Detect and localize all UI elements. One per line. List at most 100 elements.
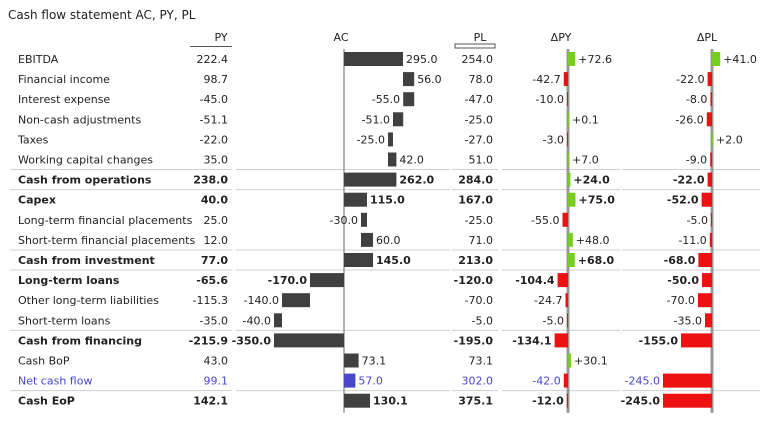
py-value-12: -115.3 [193,294,228,307]
ac-bar-1 [403,72,415,87]
dpy-bar-6 [568,172,571,187]
dpl-label-11: -50.0 [667,274,699,287]
dpl-bar-0 [712,52,721,66]
ac-label-11: -170.0 [268,274,308,287]
row-label-3: Non-cash adjustments [18,113,141,126]
pl-value-12: -70.0 [465,294,493,307]
ac-label-12: -140.0 [244,294,279,307]
row-label-7: Capex [18,194,56,207]
py-value-0: 222.4 [197,53,229,66]
pl-header-marker [454,43,496,49]
dpl-label-9: -11.0 [678,234,706,247]
py-value-9: 12.0 [204,234,229,247]
ac-label-1: 56.0 [417,73,442,86]
dpy-label-10: +68.0 [578,254,615,267]
dpy-bar-5 [568,152,569,167]
column-header-3: ΔPY [551,31,572,44]
dpy-label-17: -12.0 [532,395,564,408]
ac-bar-12 [282,293,310,308]
dpy-bar-14 [554,333,568,348]
dpy-label-14: -134.1 [512,334,551,347]
dpy-bar-4 [567,132,568,147]
row-label-8: Long-term financial placements [18,214,193,227]
pl-value-15: 73.1 [469,355,494,368]
dpy-bar-15 [568,353,572,368]
ac-label-13: -40.0 [243,314,271,327]
ac-bar-9 [361,232,373,247]
dpy-label-16: -42.0 [532,375,560,388]
ac-label-15: 73.1 [362,355,387,368]
py-value-15: 43.0 [204,355,229,368]
dpy-bar-7 [568,192,576,207]
py-value-4: -22.0 [200,133,228,146]
pl-value-10: 213.0 [458,254,493,267]
pl-value-9: 71.0 [469,234,494,247]
row-label-0: EBITDA [18,53,59,66]
dpl-label-6: -22.0 [673,174,705,187]
pl-value-6: 284.0 [458,174,493,187]
row-label-15: Cash BoP [18,355,70,368]
py-value-8: 25.0 [204,214,229,227]
dpl-bar-14 [681,333,712,348]
pl-value-17: 375.1 [458,395,493,408]
dpl-label-2: -8.0 [686,93,707,106]
dpl-bar-5 [710,152,712,167]
pl-value-5: 51.0 [469,154,494,167]
dpl-bar-9 [709,232,712,247]
ac-bar-11 [310,273,344,288]
py-value-16: 99.1 [204,375,229,388]
dpy-label-6: +24.0 [573,174,610,187]
py-value-7: 40.0 [201,194,228,207]
ac-label-2: -55.0 [372,93,400,106]
dpl-bar-1 [707,72,712,87]
ac-bar-15 [344,353,359,368]
dpl-label-12: -70.0 [667,294,695,307]
row-label-17: Cash EoP [18,395,75,408]
ac-label-6: 262.0 [399,174,434,187]
ac-bar-13 [274,313,282,328]
dpy-bar-8 [562,212,568,227]
dpl-label-5: -9.0 [686,154,707,167]
dpl-bar-3 [706,112,712,127]
dpl-label-3: -26.0 [675,113,703,126]
py-value-14: -215.9 [189,334,228,347]
ac-bar-14 [274,333,344,348]
ac-label-5: 42.0 [399,154,424,167]
pl-value-11: -120.0 [454,274,494,287]
ac-bar-16 [344,373,356,388]
row-label-14: Cash from financing [18,334,142,347]
py-value-11: -65.6 [196,274,228,287]
ac-label-4: -25.0 [357,133,385,146]
row-label-13: Short-term loans [18,314,111,327]
ac-bar-8 [361,212,367,227]
dpl-label-14: -155.0 [639,334,679,347]
dpy-label-13: -5.0 [543,314,564,327]
row-label-6: Cash from operations [18,174,152,187]
dpy-bar-2 [567,92,568,107]
dpl-label-0: +41.0 [723,53,757,66]
dpl-bar-10 [698,253,712,267]
dpl-bar-16 [663,373,712,388]
dpy-label-0: +72.6 [578,53,612,66]
row-label-1: Financial income [18,73,110,86]
dpy-label-7: +75.0 [579,194,616,207]
py-value-13: -35.0 [200,314,228,327]
pl-value-8: -25.0 [465,214,493,227]
py-value-10: 77.0 [201,254,228,267]
dpl-bar-8 [711,212,712,227]
row-label-16: Net cash flow [18,375,92,388]
row-label-2: Interest expense [18,93,110,106]
dpl-label-7: -52.0 [667,194,699,207]
py-value-6: 238.0 [193,174,228,187]
dpy-bar-11 [557,273,568,288]
ac-bar-3 [393,112,404,127]
row-label-10: Cash from investment [18,254,155,267]
py-value-5: 35.0 [204,154,229,167]
pl-value-3: -25.0 [465,113,493,126]
ac-bar-4 [388,132,393,147]
dpy-label-8: -55.0 [531,214,559,227]
dpy-bar-16 [563,373,568,388]
ac-label-3: -51.0 [362,113,390,126]
dpy-label-15: +30.1 [574,355,608,368]
pl-value-1: 78.0 [469,73,494,86]
